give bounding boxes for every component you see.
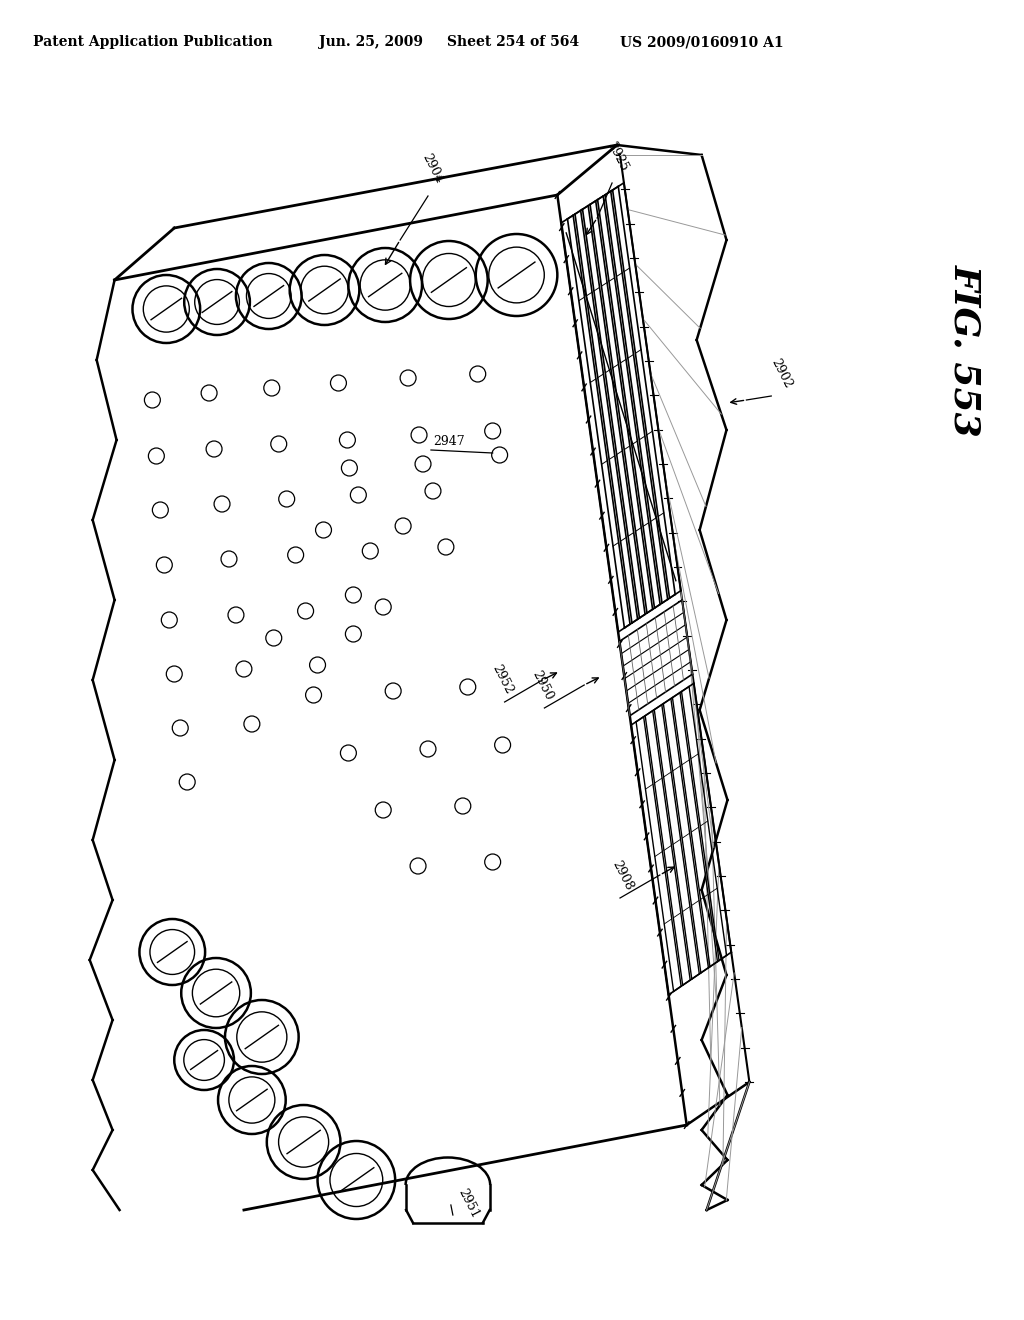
Text: 2904: 2904 xyxy=(420,152,446,186)
Text: 2925: 2925 xyxy=(604,139,630,173)
Text: US 2009/0160910 A1: US 2009/0160910 A1 xyxy=(620,36,783,49)
Text: 2952: 2952 xyxy=(489,663,515,696)
Text: Sheet 254 of 564: Sheet 254 of 564 xyxy=(446,36,579,49)
Text: 2902: 2902 xyxy=(768,356,795,391)
Text: 2908: 2908 xyxy=(609,859,635,894)
Text: Jun. 25, 2009: Jun. 25, 2009 xyxy=(319,36,423,49)
Text: 2951: 2951 xyxy=(456,1187,481,1221)
Text: 2947: 2947 xyxy=(433,436,465,447)
Text: Patent Application Publication: Patent Application Publication xyxy=(33,36,272,49)
Text: FIG. 553: FIG. 553 xyxy=(948,264,982,437)
Text: 2950: 2950 xyxy=(529,669,555,704)
